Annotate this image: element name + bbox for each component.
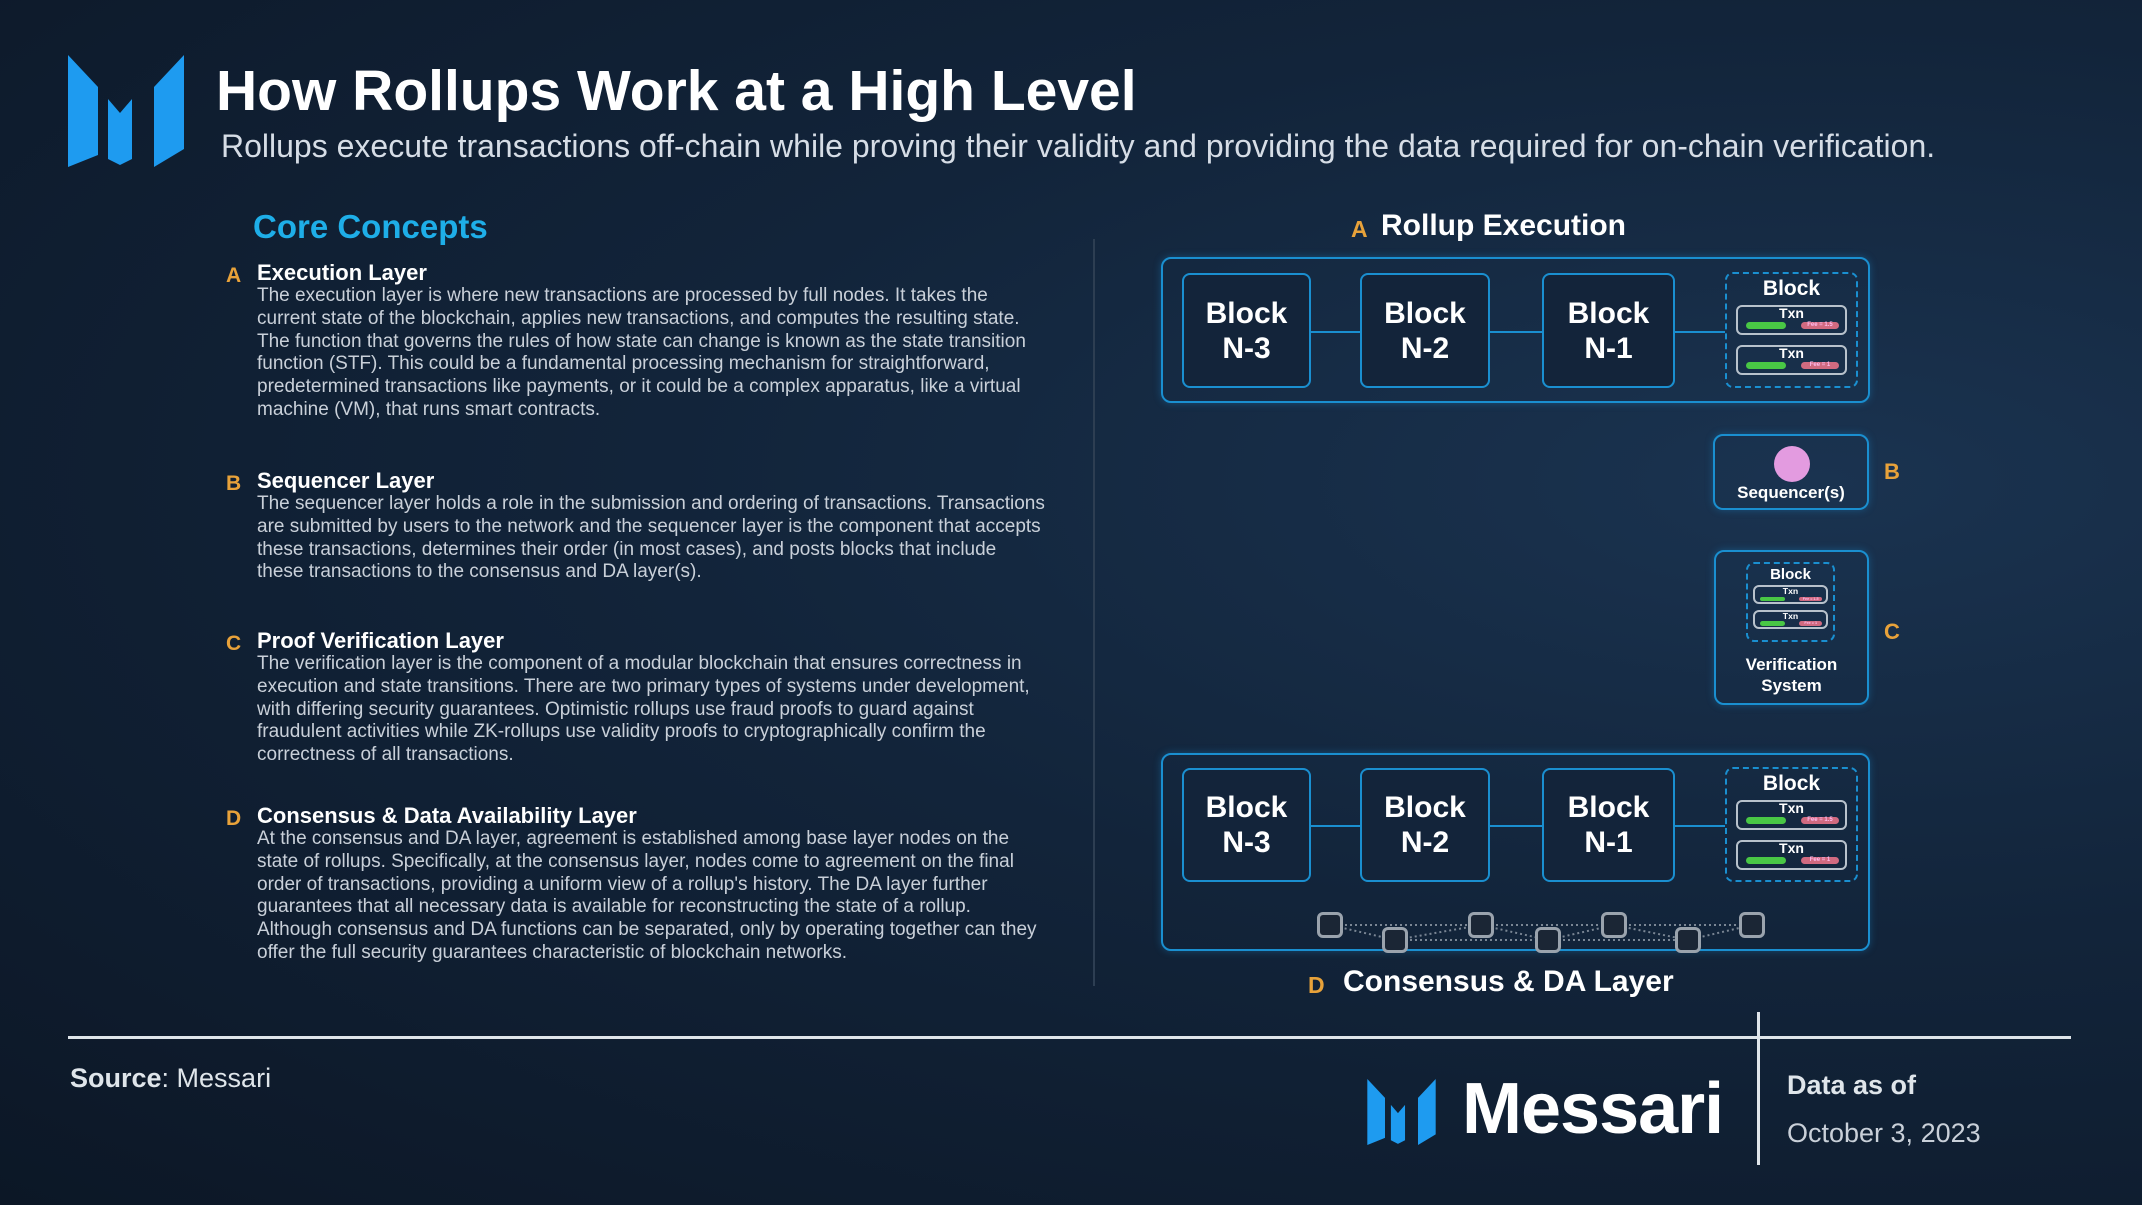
page-title: How Rollups Work at a High Level: [216, 59, 1137, 123]
txn: Txn Fee = 1.5: [1752, 585, 1829, 604]
txn: Txn Fee = 1.5: [1736, 800, 1847, 830]
txn-bar: [1746, 322, 1786, 329]
block-connector: [1490, 825, 1542, 827]
verification-letter: C: [1884, 619, 1900, 644]
section-letter: B: [226, 472, 242, 495]
da-node: [1468, 912, 1494, 938]
block: Block N-3: [1182, 273, 1311, 388]
footer-divider: [68, 1036, 2071, 1039]
data-date: October 3, 2023: [1787, 1118, 1981, 1148]
pending-block: Block Txn Fee = 1.5 Txn Fee = 1: [1746, 562, 1835, 642]
da-node: [1382, 927, 1408, 953]
txn-bar: [1746, 817, 1786, 824]
da-node: [1601, 912, 1627, 938]
txn-bar: [1759, 621, 1785, 626]
pending-block-label: Block: [1762, 772, 1821, 795]
verification-box: [1714, 550, 1869, 705]
consensus-letter: D: [1308, 972, 1325, 998]
execution-letter: A: [1351, 216, 1368, 242]
section-body: The verification layer is the component …: [257, 653, 1030, 766]
txn: Txn Fee = 1: [1752, 610, 1829, 629]
block-connector: [1490, 330, 1542, 333]
da-node: [1739, 912, 1765, 938]
section-title: Execution Layer: [257, 260, 427, 285]
messari-logo-icon: [68, 55, 184, 167]
section-letter: A: [226, 264, 242, 287]
execution-label: Rollup Execution: [1381, 209, 1627, 242]
txn-fee: Fee = 1: [1801, 857, 1839, 864]
page-subtitle: Rollups execute transactions off-chain w…: [221, 128, 1936, 164]
txn-bar: [1759, 596, 1785, 601]
txn: Txn Fee = 1: [1736, 840, 1847, 870]
txn: Txn Fee = 1: [1736, 345, 1847, 375]
pending-block-label: Block: [1770, 565, 1811, 583]
sequencer-dot-icon: [1774, 446, 1810, 482]
divider: [1093, 239, 1095, 986]
source-value: : Messari: [161, 1063, 272, 1093]
txn-fee: Fee = 1.5: [1798, 596, 1823, 601]
consensus-label: Consensus & DA Layer: [1343, 965, 1674, 998]
block-connector: [1311, 330, 1360, 333]
block: Block N-1: [1542, 273, 1675, 388]
section-title: Consensus & Data Availability Layer: [257, 803, 637, 828]
section-body: At the consensus and DA layer, agreement…: [257, 828, 1037, 963]
txn-fee: Fee = 1: [1801, 362, 1839, 369]
da-node: [1317, 912, 1343, 938]
sequencer-box: Sequencer(s): [1713, 434, 1869, 510]
core-concepts-heading: Core Concepts: [253, 208, 488, 245]
consensus-panel: [1161, 753, 1870, 951]
pending-block: Block Txn Fee = 1.5 Txn Fee = 1: [1725, 767, 1858, 882]
txn-fee: Fee = 1: [1798, 621, 1823, 626]
source-label: Source: [70, 1063, 162, 1093]
section-letter: D: [226, 807, 242, 830]
txn-label: Txn: [1779, 800, 1804, 816]
block: Block N-2: [1360, 768, 1490, 882]
pending-block: Block Txn Fee = 1.5 Txn Fee = 1: [1725, 272, 1858, 388]
block-connector: [1311, 825, 1360, 827]
sequencer-letter: B: [1884, 459, 1900, 484]
block: Block N-3: [1182, 768, 1311, 882]
txn-fee: Fee = 1.5: [1801, 322, 1839, 329]
txn-label: Txn: [1779, 305, 1804, 321]
block: Block N-1: [1542, 768, 1675, 882]
da-node: [1675, 927, 1701, 953]
txn-label: Txn: [1779, 345, 1804, 361]
da-node: [1535, 927, 1561, 953]
txn-label: Txn: [1779, 840, 1804, 856]
txn-bar: [1746, 362, 1786, 369]
section-body: The sequencer layer holds a role in the …: [257, 493, 1045, 583]
footer-vertical-divider: [1757, 1012, 1760, 1165]
block-connector: [1675, 330, 1725, 333]
verification-label: Verification System: [1745, 655, 1838, 695]
sequencer-label: Sequencer(s): [1737, 483, 1845, 502]
source: Source: Messari: [70, 1063, 271, 1094]
section-title: Proof Verification Layer: [257, 628, 504, 653]
section-body: The execution layer is where new transac…: [257, 285, 1026, 420]
block-connector: [1675, 825, 1725, 827]
data-as-of-label: Data as of: [1787, 1070, 1917, 1100]
execution-panel: [1161, 257, 1870, 403]
messari-footer-logo-icon: [1367, 1079, 1436, 1145]
messari-wordmark: Messari: [1462, 1069, 1724, 1149]
section-title: Sequencer Layer: [257, 468, 435, 493]
pending-block-label: Block: [1762, 277, 1821, 300]
txn-bar: [1746, 857, 1786, 864]
txn-fee: Fee = 1.5: [1801, 817, 1839, 824]
txn-label: Txn: [1782, 611, 1799, 622]
section-letter: C: [226, 632, 242, 655]
block: Block N-2: [1360, 273, 1490, 388]
txn-label: Txn: [1782, 586, 1799, 597]
txn: Txn Fee = 1.5: [1736, 305, 1847, 335]
